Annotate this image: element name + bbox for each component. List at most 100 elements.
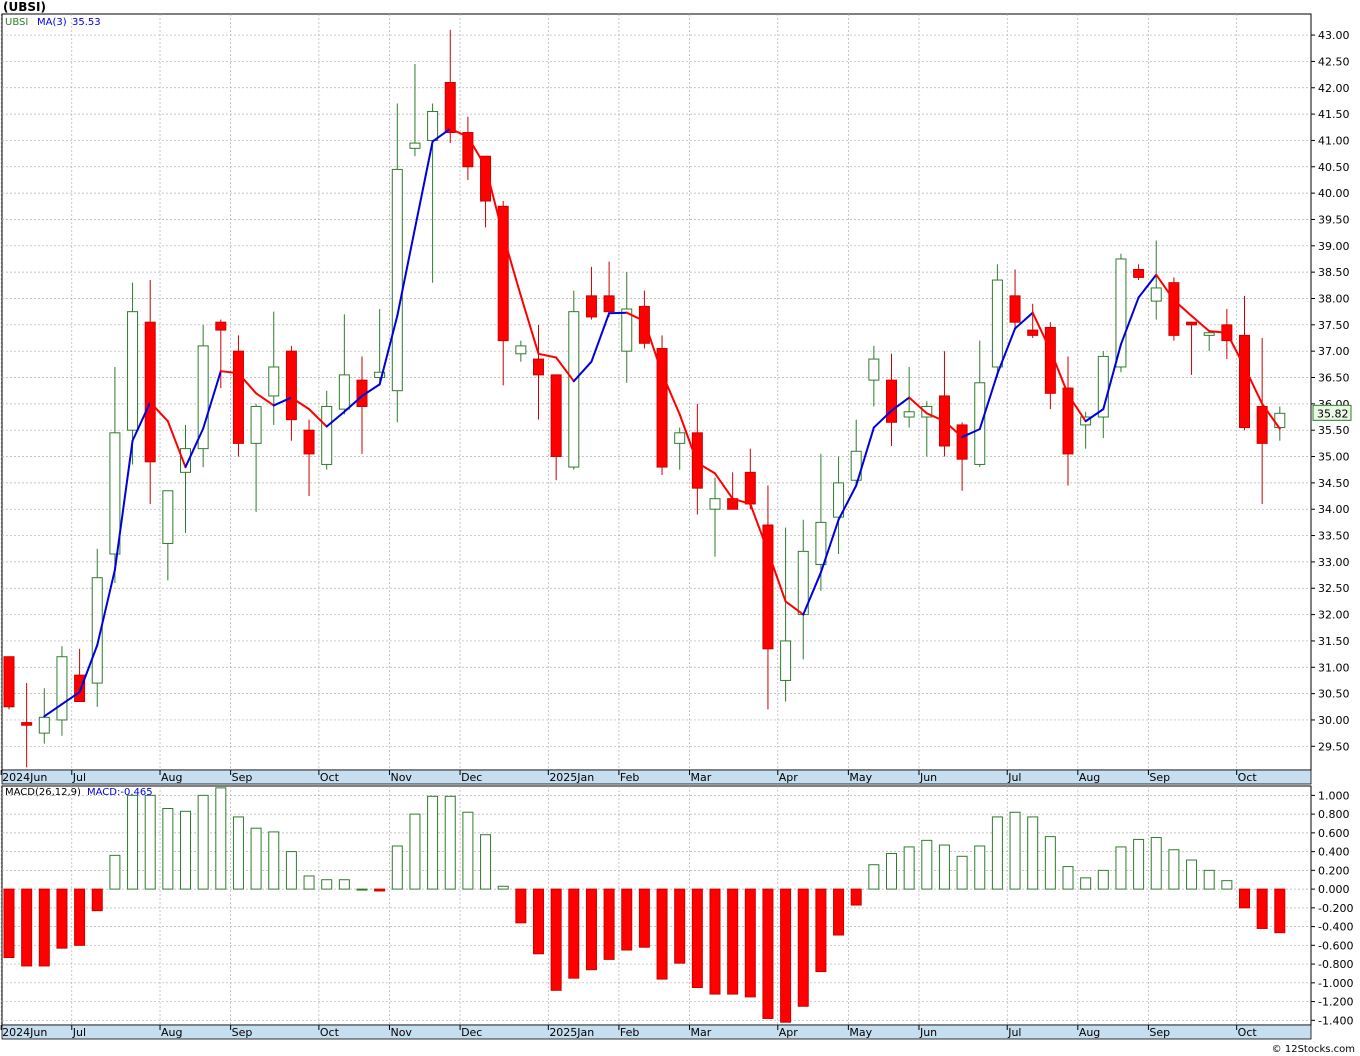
ma-segment <box>855 426 875 487</box>
price-tick-label: 41.50 <box>1318 108 1350 121</box>
macd-bar-negative <box>621 888 633 951</box>
ma-segment <box>166 420 187 469</box>
macd-bar-positive <box>974 845 986 890</box>
macd-bar-negative <box>762 888 774 1019</box>
macd-bar-negative <box>709 888 721 995</box>
candle-body-down <box>480 155 492 202</box>
ma-segment <box>1225 331 1246 368</box>
price-tick-label: 37.50 <box>1318 319 1350 332</box>
ma-segment <box>1155 273 1175 302</box>
month-label: Aug <box>1079 1026 1100 1039</box>
candle-body-up <box>409 142 421 149</box>
candle-body-up <box>162 490 174 544</box>
macd-bar-positive <box>180 810 191 890</box>
macd-bar-negative <box>797 888 809 1007</box>
month-label: Dec <box>461 1026 482 1039</box>
last-price-value: 35.82 <box>1317 407 1349 420</box>
ma-segment <box>449 127 469 138</box>
macd-bar-positive <box>409 813 421 890</box>
ma-segment <box>996 327 1017 375</box>
candle-body-down <box>215 321 227 331</box>
macd-bar-negative <box>638 888 650 948</box>
candle-body-down <box>585 295 597 318</box>
price-tick-label: 43.00 <box>1318 29 1350 42</box>
ma-segment <box>625 311 646 323</box>
macd-tick-label: -0.200 <box>1318 902 1353 915</box>
candle-body-up <box>674 432 686 444</box>
macd-tick-label: -0.600 <box>1318 939 1353 952</box>
candle-body-up <box>109 432 121 555</box>
price-tick-label: 29.50 <box>1318 740 1350 753</box>
macd-bar-negative <box>533 888 544 955</box>
macd-tick-label: 0.800 <box>1318 808 1350 821</box>
price-tick-label: 31.00 <box>1318 661 1350 674</box>
candle-body-down <box>744 471 756 505</box>
ma-segment <box>237 372 258 395</box>
ma-segment <box>1067 393 1087 423</box>
candle-body-up <box>709 498 721 510</box>
ma-segment <box>819 518 840 574</box>
ma-segment <box>590 312 611 363</box>
macd-bar-negative <box>674 888 686 964</box>
macd-value-label: MACD:-0.465 <box>87 787 153 798</box>
price-tick-label: 40.00 <box>1318 187 1350 200</box>
macd-bar-positive <box>444 795 456 890</box>
macd-bar-negative <box>515 888 527 924</box>
macd-tick-label: -1.000 <box>1318 977 1353 990</box>
candle-body-down <box>3 656 15 708</box>
price-legend: UBSI MA(3) 35.53 <box>5 17 101 28</box>
macd-bar-positive <box>956 855 968 890</box>
month-label: Aug <box>161 771 182 784</box>
ma-segment <box>378 314 399 386</box>
price-panel: 43.00 42.50 42.00 41.50 41.00 40.50 40.00 39.50… <box>0 13 1352 771</box>
macd-tick-label: 0.000 <box>1318 883 1350 896</box>
macd-bar-positive <box>1044 836 1056 890</box>
macd-y-axis: 1.000 0.800 0.600 0.400 0.200 0.000 -0.200 -0.4… <box>1311 789 1353 1027</box>
macd-bar-negative <box>585 888 597 971</box>
candlestick-series <box>3 29 1286 768</box>
price-tick-label: 32.50 <box>1318 582 1350 595</box>
chart-title: (UBSI) <box>3 0 46 14</box>
ma-segment <box>802 571 822 616</box>
candle-body-up <box>180 448 191 473</box>
macd-bar-negative <box>1239 888 1250 909</box>
ma-segment <box>537 352 558 359</box>
ma-segment <box>872 409 893 429</box>
macd-bar-positive <box>868 864 880 890</box>
ma-segment <box>484 165 505 237</box>
month-label: Apr <box>779 771 799 784</box>
candle-body-up <box>250 405 262 444</box>
macd-bar-negative <box>74 888 86 946</box>
candle-body-down <box>533 358 544 376</box>
ma-segment <box>43 703 63 718</box>
candle-body-up <box>780 640 792 681</box>
candle-body-up <box>427 110 439 141</box>
month-label: Oct <box>1238 1026 1258 1039</box>
candle-body-down <box>1133 269 1145 278</box>
macd-bar-negative <box>3 888 15 959</box>
candle-body-up <box>338 374 350 410</box>
macd-bar-positive <box>1133 838 1145 890</box>
ma-segment <box>837 484 858 521</box>
price-tick-label: 42.00 <box>1318 82 1350 95</box>
month-label: Feb <box>620 771 639 784</box>
month-label: Jul <box>72 771 86 784</box>
candle-body-down <box>1186 321 1198 326</box>
candle-body-down <box>638 305 650 344</box>
price-tick-label: 35.50 <box>1318 424 1350 437</box>
candle-body-up <box>868 358 880 381</box>
macd-tick-label: 0.600 <box>1318 827 1350 840</box>
candle-body-down <box>444 81 456 134</box>
month-label: Sep <box>232 1026 253 1039</box>
price-x-axis-band <box>1 769 1312 785</box>
ma-segment <box>925 412 946 423</box>
price-tick-label: 35.00 <box>1318 451 1350 464</box>
candle-body-up <box>56 656 68 721</box>
month-label: Oct <box>1238 771 1258 784</box>
price-tick-label: 37.00 <box>1318 345 1350 358</box>
legend-ma-value: 35.53 <box>72 17 101 28</box>
macd-bar-positive <box>903 846 915 890</box>
macd-bar-positive <box>1097 869 1109 890</box>
ma-segment <box>643 320 664 375</box>
